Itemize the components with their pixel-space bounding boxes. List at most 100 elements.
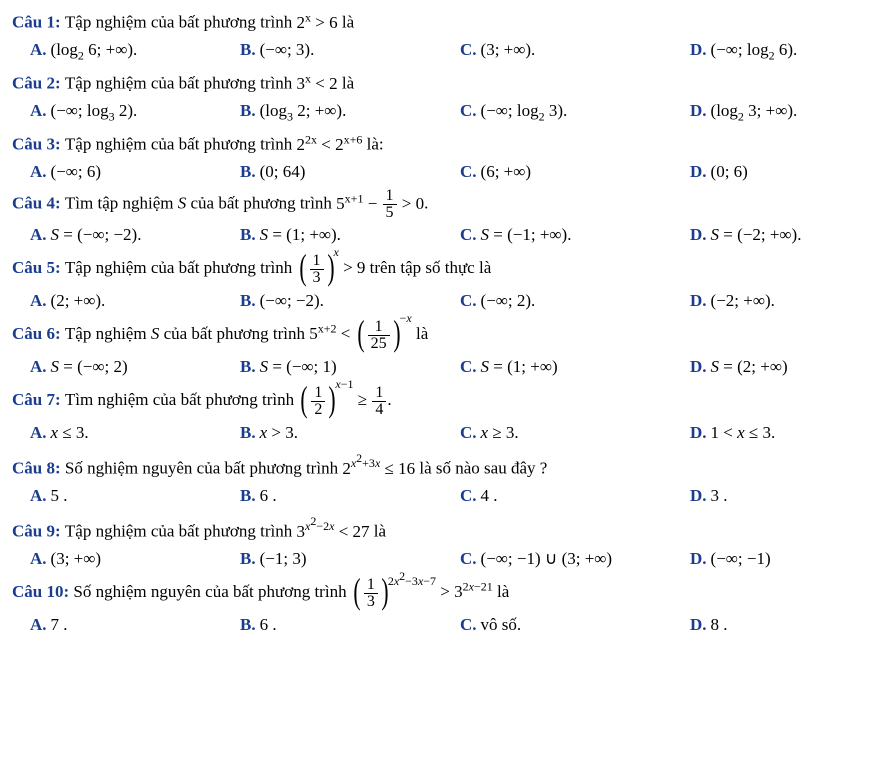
stem-math: 3x2−2x < 27	[297, 522, 370, 541]
question-label: Câu 7:	[12, 390, 65, 409]
answer-text: S = (2; +∞)	[711, 357, 788, 376]
question-1: Câu 1: Tập nghiệm của bất phương trình 2…	[12, 8, 864, 63]
stem-post: là số nào sau đây ?	[415, 459, 547, 478]
question-label: Câu 10:	[12, 582, 73, 601]
answer-label: C.	[460, 549, 477, 568]
answer-A: A.(2; +∞).	[30, 291, 240, 311]
stem-pre: Tập nghiệm của bất phương trình	[65, 135, 297, 154]
answer-label: D.	[690, 101, 707, 120]
answer-text: (−∞; −1) ∪ (3; +∞)	[481, 549, 613, 568]
answer-label: B.	[240, 615, 256, 634]
stem-post: .	[387, 390, 391, 409]
answer-C: C.S = (−1; +∞).	[460, 225, 690, 245]
answer-D: D.(log2 3; +∞).	[690, 101, 797, 124]
answer-label: C.	[460, 225, 477, 244]
question-stem: Câu 6: Tập nghiệm S của bất phương trình…	[12, 317, 864, 353]
answer-B: B.6 .	[240, 615, 460, 635]
question-4: Câu 4: Tìm tập nghiệm S của bất phương t…	[12, 188, 864, 245]
answer-label: D.	[690, 40, 707, 59]
answer-row: A.(2; +∞).B.(−∞; −2).C.(−∞; 2).D.(−2; +∞…	[30, 291, 864, 311]
answer-label: D.	[690, 357, 707, 376]
answer-B: B.(−∞; −2).	[240, 291, 460, 311]
answer-label: A.	[30, 101, 47, 120]
answer-text: x ≥ 3.	[481, 423, 519, 442]
answer-C: C.S = (1; +∞)	[460, 357, 690, 377]
answer-label: B.	[240, 40, 256, 59]
question-7: Câu 7: Tìm nghiệm của bất phương trình (…	[12, 383, 864, 443]
answer-B: B.x > 3.	[240, 423, 460, 443]
answer-label: B.	[240, 101, 256, 120]
answer-B: B.(−∞; 3).	[240, 40, 460, 63]
stem-math: 2x2+3x ≤ 16	[342, 459, 415, 478]
answer-text: 6 .	[260, 486, 277, 505]
answer-label: C.	[460, 357, 477, 376]
answer-text: S = (−∞; 2)	[51, 357, 128, 376]
answer-text: (−∞; log2 3).	[481, 101, 568, 120]
answer-C: C.(3; +∞).	[460, 40, 690, 63]
answer-label: D.	[690, 162, 707, 181]
answer-text: (2; +∞).	[51, 291, 106, 310]
answer-label: B.	[240, 549, 256, 568]
stem-math: (12)x−1 ≥ 14	[298, 390, 387, 409]
question-6: Câu 6: Tập nghiệm S của bất phương trình…	[12, 317, 864, 377]
answer-C: C.(−∞; 2).	[460, 291, 690, 311]
question-label: Câu 9:	[12, 522, 65, 541]
answer-label: A.	[30, 486, 47, 505]
question-label: Câu 8:	[12, 459, 65, 478]
answer-text: vô số.	[481, 615, 522, 634]
answer-label: D.	[690, 225, 707, 244]
answer-B: B.(log3 2; +∞).	[240, 101, 460, 124]
answer-label: D.	[690, 291, 707, 310]
answer-text: (3; +∞)	[51, 549, 102, 568]
answer-label: D.	[690, 549, 707, 568]
answer-label: B.	[240, 486, 256, 505]
answer-B: B.(−1; 3)	[240, 549, 460, 569]
answer-text: x ≤ 3.	[51, 423, 89, 442]
answer-text: (6; +∞)	[481, 162, 532, 181]
answer-text: 1 < x ≤ 3.	[711, 423, 776, 442]
answer-text: (−∞; −1)	[711, 549, 771, 568]
answer-A: A.(log2 6; +∞).	[30, 40, 240, 63]
question-label: Câu 4:	[12, 194, 65, 213]
answer-row: A.(3; +∞) B.(−1; 3)C.(−∞; −1) ∪ (3; +∞) D.…	[30, 549, 864, 569]
answer-D: D.S = (−2; +∞).	[690, 225, 801, 245]
answer-row: A.(log2 6; +∞).B.(−∞; 3).C.(3; +∞).D.(−∞…	[30, 40, 864, 63]
answer-A: A.(−∞; 6)	[30, 162, 240, 182]
answer-D: D.3 .	[690, 486, 728, 506]
answer-row: A.(−∞; log3 2).B.(log3 2; +∞).C.(−∞; log…	[30, 101, 864, 124]
answer-label: C.	[460, 486, 477, 505]
answer-label: D.	[690, 615, 707, 634]
stem-post: là:	[362, 135, 383, 154]
stem-math: 5x+2 < (125)−x	[309, 324, 411, 343]
question-label: Câu 2:	[12, 74, 65, 93]
question-label: Câu 5:	[12, 258, 65, 277]
answer-C: C.x ≥ 3.	[460, 423, 690, 443]
answer-text: x > 3.	[260, 423, 298, 442]
answer-row: A.7 .B.6 .C.vô số.D.8 .	[30, 615, 864, 635]
answer-C: C.(6; +∞)	[460, 162, 690, 182]
answer-label: A.	[30, 357, 47, 376]
question-label: Câu 3:	[12, 135, 65, 154]
answer-text: 5 .	[51, 486, 68, 505]
answer-D: D.(−2; +∞).	[690, 291, 775, 311]
answer-text: S = (−∞; −2).	[51, 225, 142, 244]
answer-label: A.	[30, 423, 47, 442]
stem-pre: Tìm tập nghiệm S của bất phương trình	[65, 194, 336, 213]
question-stem: Câu 8: Số nghiệm nguyên của bất phương t…	[12, 449, 864, 482]
answer-row: A.x ≤ 3. B.x > 3.C.x ≥ 3.D.1 < x ≤ 3.	[30, 423, 864, 443]
stem-post: là	[370, 522, 387, 541]
stem-pre: Tập nghiệm của bất phương trình	[65, 258, 297, 277]
question-stem: Câu 2: Tập nghiệm của bất phương trình 3…	[12, 69, 864, 97]
answer-text: (log2 3; +∞).	[711, 101, 798, 120]
answer-text: (0; 64)	[260, 162, 306, 181]
answer-B: B.6 .	[240, 486, 460, 506]
question-stem: Câu 10: Số nghiệm nguyên của bất phương …	[12, 575, 864, 611]
answer-D: D.1 < x ≤ 3.	[690, 423, 775, 443]
question-label: Câu 1:	[12, 13, 65, 32]
answer-label: A.	[30, 225, 47, 244]
answer-C: C.vô số.	[460, 615, 690, 635]
answer-label: A.	[30, 549, 47, 568]
stem-post: là	[412, 324, 429, 343]
answer-text: (log2 6; +∞).	[51, 40, 138, 59]
answer-D: D.8 .	[690, 615, 728, 635]
